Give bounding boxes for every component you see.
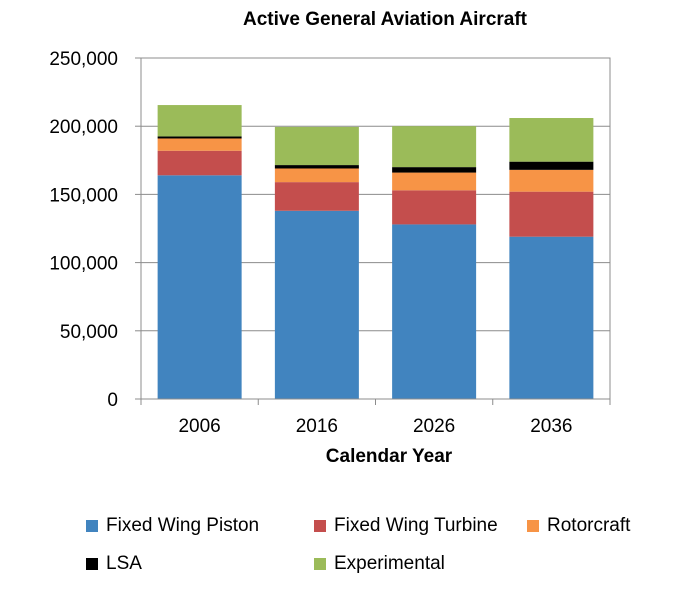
bar-segment-rotorcraft <box>274 168 359 183</box>
y-axis-tick-label: 200,000 <box>49 117 118 138</box>
bar-segment-experimental <box>157 105 242 137</box>
y-axis-tick-label: 50,000 <box>60 322 118 343</box>
x-axis-title: Calendar Year <box>326 446 453 467</box>
bar-segment-fixed-wing-turbine <box>509 191 594 237</box>
bar-segment-fixed-wing-turbine <box>157 150 242 176</box>
y-axis-tick-label: 150,000 <box>49 185 118 206</box>
chart-title: Active General Aviation Aircraft <box>243 9 528 30</box>
bar-segment-fixed-wing-piston <box>157 175 242 399</box>
plot-frame <box>140 57 611 400</box>
y-axis-tick-label: 250,000 <box>49 49 118 70</box>
bars-layer <box>157 105 594 399</box>
bar-segment-experimental <box>274 126 359 166</box>
bar-segment-lsa <box>274 165 359 169</box>
bar-segment-fixed-wing-piston <box>274 210 359 399</box>
bar-segment-rotorcraft <box>392 172 477 191</box>
bar-segment-lsa <box>509 161 594 170</box>
bar-segment-fixed-wing-turbine <box>274 182 359 211</box>
y-axis-tick-label: 100,000 <box>49 254 118 275</box>
x-axis-tick-label: 2016 <box>296 416 338 437</box>
bar-segment-fixed-wing-turbine <box>392 190 477 225</box>
bar-segment-experimental <box>509 118 594 162</box>
bar-segment-experimental <box>392 126 477 168</box>
x-axis-tick-label: 2006 <box>178 416 220 437</box>
y-axis-tick-label: 0 <box>107 390 118 411</box>
x-axis-layer: 2006 2016 2026 2036 <box>140 399 611 437</box>
bar-segment-lsa <box>157 136 242 139</box>
bar-segment-lsa <box>392 167 477 173</box>
y-axis-layer: 0 50,000 100,000 150,000 200,000 250,000 <box>49 49 141 411</box>
bar-segment-rotorcraft <box>509 169 594 192</box>
bar-segment-fixed-wing-piston <box>509 236 594 399</box>
x-axis-tick-label: 2026 <box>413 416 455 437</box>
bar-segment-rotorcraft <box>157 138 242 151</box>
bar-segment-fixed-wing-piston <box>392 224 477 399</box>
x-axis-tick-label: 2036 <box>530 416 572 437</box>
